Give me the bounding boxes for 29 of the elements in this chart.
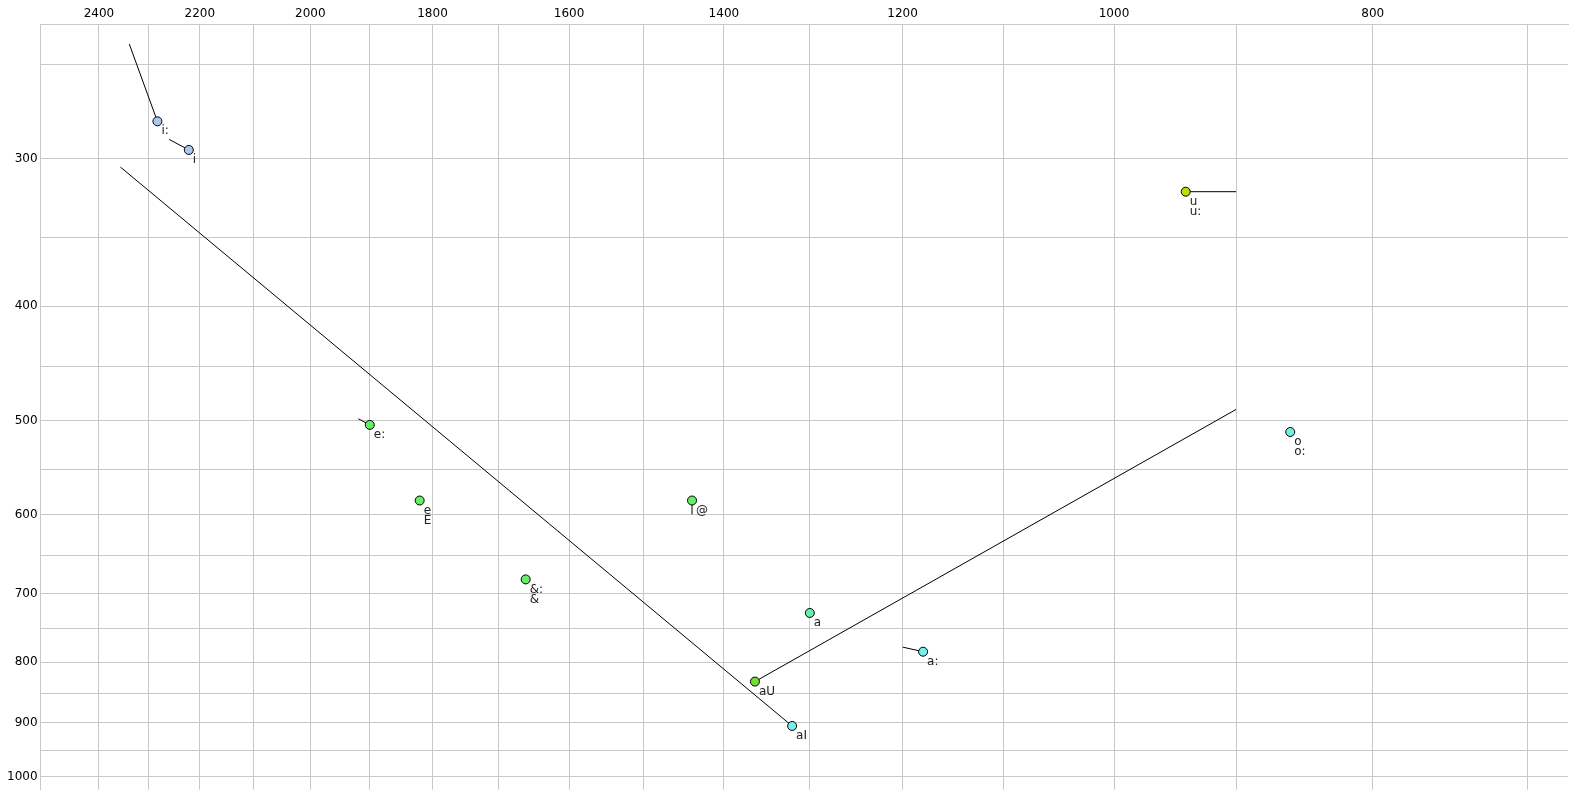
x-tick-label: 1800 bbox=[417, 6, 448, 21]
x-tick-label: 1400 bbox=[708, 6, 740, 21]
data-label: e E bbox=[423, 502, 432, 527]
data-label: aI bbox=[796, 728, 808, 743]
data-label: a: bbox=[927, 653, 939, 668]
data-label: u u: bbox=[1189, 193, 1202, 218]
data-label: i: bbox=[161, 123, 169, 138]
x-tick-label: 800 bbox=[1361, 6, 1385, 21]
y-tick-label: 500 bbox=[14, 412, 38, 427]
y-tick-label: 800 bbox=[14, 654, 38, 669]
x-tick-label: 2000 bbox=[295, 6, 326, 21]
data-label: &: & bbox=[529, 581, 544, 606]
data-label: a bbox=[813, 615, 822, 630]
y-tick-label: 300 bbox=[14, 150, 38, 165]
data-label: @ bbox=[696, 502, 709, 517]
x-tick-label: 1000 bbox=[1098, 6, 1130, 21]
data-label: o o: bbox=[1294, 434, 1306, 459]
y-tick-label: 400 bbox=[14, 298, 38, 313]
x-tick-label: 1200 bbox=[887, 6, 918, 21]
y-tick-label: 600 bbox=[14, 506, 38, 521]
y-tick-label: 700 bbox=[14, 585, 38, 600]
x-tick-label: 1600 bbox=[553, 6, 585, 21]
y-tick-label: 1000 bbox=[6, 768, 38, 783]
data-label: e: bbox=[373, 427, 386, 442]
data-label: i bbox=[192, 152, 197, 167]
data-label: aU bbox=[758, 683, 776, 698]
y-tick-label: 900 bbox=[14, 714, 38, 729]
x-tick-label: 2200 bbox=[184, 6, 216, 21]
x-tick-label: 2400 bbox=[83, 6, 115, 21]
